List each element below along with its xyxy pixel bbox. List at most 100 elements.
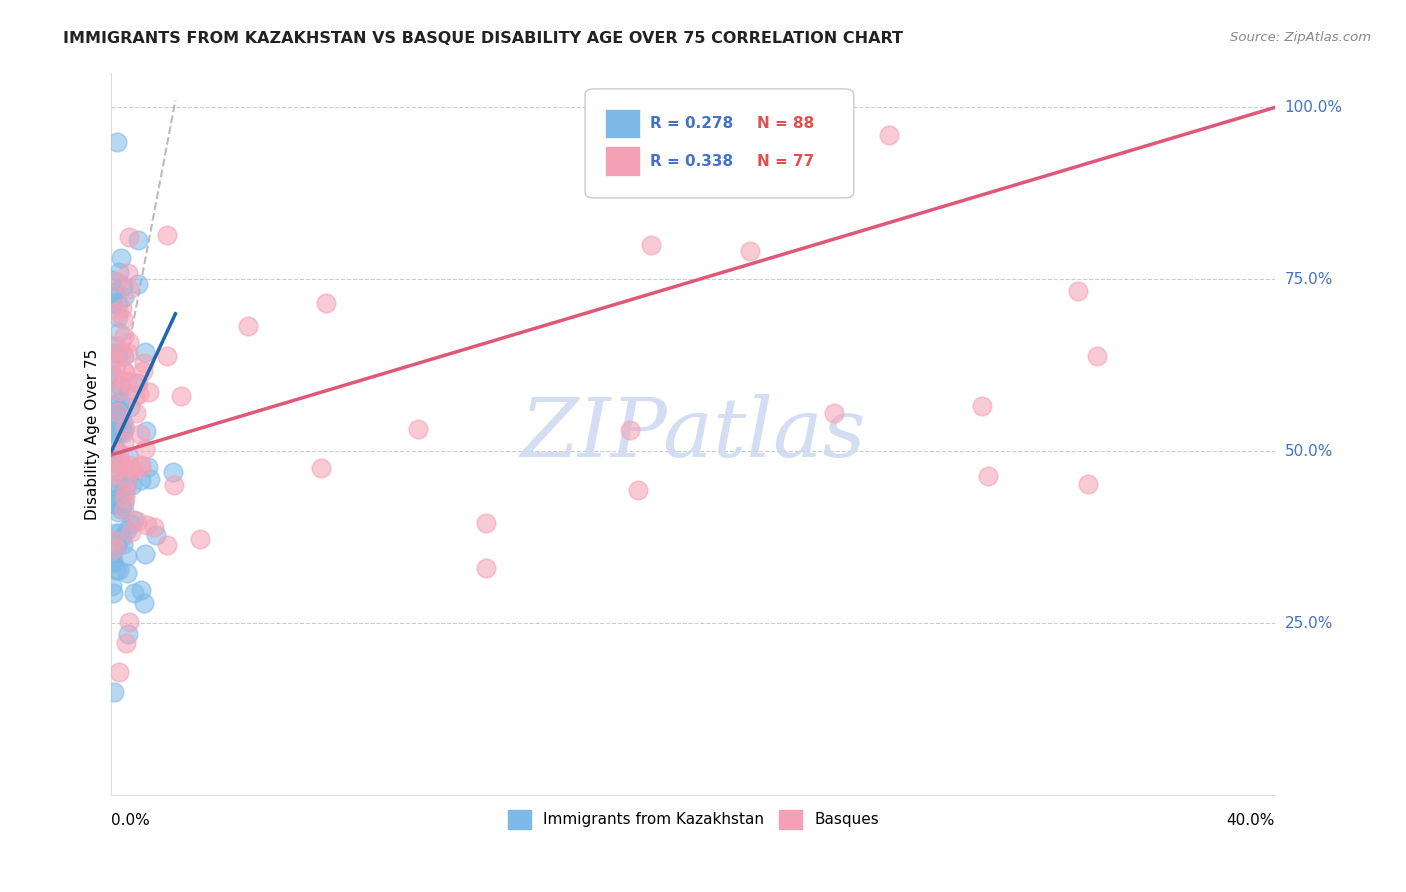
Point (134, 345, 156, 359)
Point (118, 615, 141, 629)
Point (107, 425, 129, 440)
Point (101, 273, 124, 287)
Point (103, 417, 125, 432)
Point (118, 230, 141, 244)
Point (107, 423, 129, 437)
Point (111, 499, 134, 513)
Point (114, 421, 136, 435)
Point (117, 449, 139, 463)
Point (112, 502, 135, 516)
Point (104, 486, 127, 500)
Point (112, 496, 135, 510)
Point (108, 394, 131, 409)
Point (105, 492, 128, 507)
Point (128, 387, 150, 401)
Text: 100.0%: 100.0% (1285, 100, 1343, 115)
Point (105, 411, 128, 425)
Bar (606, 110, 638, 137)
Point (107, 385, 129, 400)
Point (104, 541, 127, 556)
Point (101, 554, 124, 568)
Point (105, 339, 128, 353)
Point (103, 685, 125, 699)
Point (107, 348, 129, 362)
Text: Source: ZipAtlas.com: Source: ZipAtlas.com (1230, 31, 1371, 45)
Point (111, 486, 134, 500)
Point (121, 461, 143, 475)
Point (129, 459, 152, 474)
Point (108, 454, 131, 468)
Text: R = 0.278: R = 0.278 (650, 116, 734, 131)
Point (112, 415, 135, 429)
Point (107, 310, 129, 324)
Point (309, 461, 332, 475)
Point (115, 549, 138, 563)
Point (619, 423, 641, 437)
Y-axis label: Disability Age Over 75: Disability Age Over 75 (86, 349, 100, 520)
Point (103, 285, 125, 300)
Point (127, 376, 149, 391)
Point (107, 476, 129, 491)
Point (117, 266, 139, 280)
Point (108, 265, 131, 279)
Point (112, 422, 135, 436)
Point (120, 400, 142, 414)
Point (112, 279, 135, 293)
Point (124, 513, 146, 527)
Point (103, 464, 125, 478)
Point (134, 442, 156, 457)
Point (134, 596, 156, 610)
Point (188, 533, 211, 547)
Text: 25.0%: 25.0% (1285, 615, 1333, 631)
Point (101, 579, 124, 593)
Point (108, 325, 131, 339)
Point (112, 364, 135, 378)
Point (124, 389, 146, 403)
Point (107, 305, 129, 319)
Point (111, 537, 134, 551)
Point (108, 411, 131, 425)
Point (108, 402, 131, 417)
Point (103, 455, 125, 469)
Point (107, 563, 129, 577)
FancyBboxPatch shape (585, 89, 853, 198)
Point (135, 518, 157, 533)
Point (977, 468, 1000, 483)
Point (138, 472, 160, 486)
Text: IMMIGRANTS FROM KAZAKHSTAN VS BASQUE DISABILITY AGE OVER 75 CORRELATION CHART: IMMIGRANTS FROM KAZAKHSTAN VS BASQUE DIS… (63, 31, 903, 46)
Point (103, 533, 125, 547)
Point (101, 368, 124, 382)
Point (117, 627, 139, 641)
Point (111, 425, 134, 440)
Point (101, 351, 124, 366)
Point (236, 318, 259, 333)
Point (118, 334, 141, 349)
Point (1067, 284, 1090, 298)
Point (131, 473, 153, 487)
Point (115, 523, 138, 537)
Text: N = 88: N = 88 (758, 116, 814, 131)
Point (142, 520, 165, 534)
Point (114, 483, 136, 498)
Point (155, 538, 177, 552)
Point (110, 502, 132, 516)
Point (132, 364, 155, 378)
Text: 40.0%: 40.0% (1226, 814, 1275, 829)
Point (110, 251, 132, 265)
Point (112, 435, 135, 450)
Point (127, 277, 149, 292)
Point (101, 368, 124, 382)
Point (111, 423, 134, 437)
Point (108, 403, 131, 417)
Point (117, 346, 139, 360)
Text: ZIPatlas: ZIPatlas (520, 394, 866, 475)
Point (108, 525, 131, 540)
Point (115, 566, 138, 580)
Point (110, 378, 132, 392)
Point (156, 349, 179, 363)
Point (105, 404, 128, 418)
Point (138, 385, 160, 400)
Point (105, 563, 128, 577)
Point (131, 458, 153, 472)
Point (104, 497, 127, 511)
